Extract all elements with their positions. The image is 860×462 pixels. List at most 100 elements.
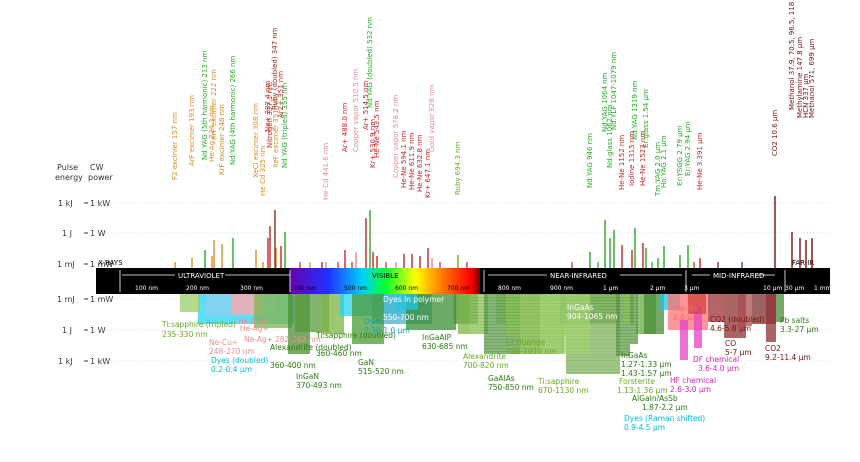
label-range: 370-493 nm — [296, 381, 342, 390]
label-range: 904-1065 nm — [567, 312, 618, 321]
tunable-band — [738, 294, 752, 326]
label-range: 2.0 μm — [673, 313, 699, 322]
tunable-band — [352, 294, 384, 344]
label-range: 0.9-4.5 μm — [624, 423, 665, 432]
tunable-band — [680, 320, 688, 360]
tick-10um: 10 μm — [763, 285, 782, 292]
emission-line-label: Nd:glass 1062 nm — [606, 104, 614, 168]
label-text: Ti:sapphire (tripled) — [161, 320, 236, 329]
tick-500nm: 500 nm — [344, 285, 367, 292]
tunable-band — [396, 294, 418, 310]
label-ingan: InGaN 370-493 nm — [296, 372, 342, 390]
tunable-band — [254, 294, 292, 328]
label-text: InGaN — [296, 372, 319, 381]
emission-line-label: Kr+ 530.9 nm — [369, 119, 377, 168]
emission-line-label: He-Ne 1523 nm — [639, 131, 647, 186]
emission-line-label: He-Ne 1152 nm — [618, 135, 626, 190]
label-text: Alexandrite (doubled) — [270, 343, 352, 352]
label-range: 3.6-4.0 μm — [698, 364, 739, 373]
emission-line-label: Er:glass 1.54 μm — [642, 89, 650, 148]
emission-line-label: Ho:YAG 2.1 μm — [660, 135, 668, 188]
label-range: 248-270 nm — [209, 347, 255, 356]
tick-200nm: 200 nm — [186, 285, 209, 292]
label-text: InGaAlP — [422, 333, 452, 342]
tick-400nm: 400 nm — [293, 285, 316, 292]
emission-line-label: Methanol 571, 699 μm — [808, 38, 816, 118]
label-tisapphire: Ti:sapphire 670-1130 nm — [537, 377, 589, 395]
cw-power-label-b: power — [88, 173, 113, 182]
spectrum-dividers — [119, 270, 786, 292]
label-ne-ag: Ne-Ag+ 282-292 nm — [244, 335, 321, 344]
pulse-energy-label-2: energy — [55, 173, 83, 182]
emission-line-label: HCN 337 μm — [802, 73, 810, 118]
label-text: CO — [725, 339, 736, 348]
label-text: Forsterite — [619, 377, 655, 386]
label-ingaas-904: InGaAs 904-1065 nm — [567, 303, 618, 321]
label-cr-fluoride: Cr:fluoride 780-1010 nm — [506, 338, 557, 356]
label-range: 1.27-1.33 μm — [621, 360, 672, 369]
emission-line-label: Nd:YAG 1064 nm — [601, 72, 609, 132]
pulse-energy-label-1: Pulse — [57, 163, 78, 172]
label-dyes-doubled: Dyes (doubled) 0.2-0.4 μm — [211, 356, 268, 374]
emission-line-label: He-Ne 3.391 μm — [696, 132, 704, 190]
lower-energy-1mj: 1 mJ — [57, 295, 75, 304]
label-text: Ti:sapphire — [537, 377, 580, 386]
tunable-band — [776, 294, 784, 322]
label-text: Alexandrite — [463, 352, 506, 361]
label-range: 9.2-11.4 μm — [765, 353, 811, 362]
region-near-infrared: NEAR-INFRARED — [550, 272, 607, 280]
emission-line-label: He-Ne 594.1 nm — [400, 130, 408, 188]
tick-300nm: 300 nm — [240, 285, 263, 292]
lower-power-1kw: 1 kW — [90, 357, 110, 366]
lower-power-1w: 1 W — [90, 326, 106, 335]
emission-line-label: Nitrogen 337.1 nm — [266, 82, 274, 148]
region-xrays: X-RAYS — [98, 259, 123, 267]
tunable-band — [322, 294, 344, 334]
label-range: 0.2-0.4 μm — [211, 365, 252, 374]
label-range: 1.43-1.57 μm — [621, 369, 672, 378]
label-text: DF chemical — [693, 355, 739, 364]
tick-900nm: 900 nm — [550, 285, 573, 292]
emission-line-label: He-Cd 325 nm — [259, 145, 267, 196]
label-range: 670-1130 nm — [538, 386, 589, 395]
emission-line-label: Iodine 1315 nm — [628, 131, 636, 186]
lower-power-1mw: 1 mW — [90, 295, 113, 304]
axis-labels: Pulse energy CW CW power 1 kJ 1 J 1 mJ 1… — [55, 163, 113, 366]
upper-power-1mw: 1 mW — [90, 260, 113, 269]
emission-line-label: ArF excimer 193 nm — [188, 95, 196, 166]
emission-line-label: Copper vapor 578.2 nm — [392, 95, 400, 178]
label-co2-tunable: CO2 9.2-11.4 μm — [765, 344, 811, 362]
label-he-ag-plus: He-Ag+ — [240, 324, 269, 333]
emission-line-label: He-Ag 224.3 nm — [208, 105, 216, 162]
label-text: Dyes (Raman shifted) — [624, 414, 705, 423]
tick-800nm: 800 nm — [498, 285, 521, 292]
emission-line-label: Gold vapor 628 nm — [428, 84, 436, 152]
label-text: Ti:sapphire (doubled) — [315, 331, 396, 340]
label-tisapph-tripled: Ti:sapphire (tripled) 235-330 nm — [161, 320, 236, 339]
label-co2-doubled: CO2 (doubled) 4.6-5.8 μm — [710, 315, 765, 333]
label-text: InGaAs — [567, 303, 594, 312]
label-range: 780-1010 nm — [506, 347, 557, 356]
region-mid-infrared: MID-INFRARED — [713, 272, 764, 280]
label-range: 1.13-1.36 μm — [617, 386, 668, 395]
emission-line-label: He-Ne 543.5 nm — [373, 100, 381, 158]
emission-line-label: He-Ne 632.8 nm — [416, 134, 424, 192]
tick-1um: 1 μm — [603, 285, 619, 292]
region-far-ir: FAR-IR — [792, 259, 814, 267]
emission-line-label: Tm:YAG 2.0 μm — [654, 142, 662, 197]
label-text: GaAlAs — [488, 374, 515, 383]
label-range: 630-685 nm — [422, 342, 468, 351]
label-algainassb: AlGaIn/AsSb 1.87-2.2 μm — [632, 394, 688, 412]
tunable-band — [688, 294, 706, 314]
tick-30um: 30 μm — [785, 285, 804, 292]
label-range: 360-400 nm — [270, 361, 316, 370]
label-text: Dyes (doubled) — [211, 356, 268, 365]
emission-line-label: Ne+ 332.4 nm — [264, 81, 272, 132]
label-text: InGaAs — [621, 351, 648, 360]
emission-line-label: KrF excimer 248 nm — [218, 104, 226, 175]
label-forsterite: Forsterite 1.13-1.36 μm — [617, 377, 668, 395]
label-text: CO2 (doubled) — [710, 315, 765, 324]
label-text: Xe-He — [675, 304, 698, 313]
tunable-band — [540, 294, 590, 354]
